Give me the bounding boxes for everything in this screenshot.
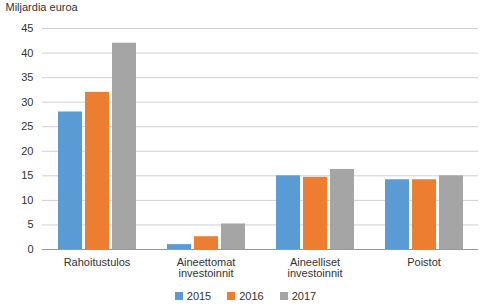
svg-text:45: 45 <box>21 22 33 34</box>
svg-text:25: 25 <box>21 120 33 132</box>
svg-text:Rahoitustulos: Rahoitustulos <box>64 256 131 268</box>
svg-text:Poistot: Poistot <box>407 256 441 268</box>
svg-text:10: 10 <box>21 194 33 206</box>
html-text:2017: 2017 <box>291 290 317 302</box>
svg-text:Aineellisetinvestoinnit: Aineellisetinvestoinnit <box>287 256 342 279</box>
html-text:2016: 2016 <box>239 290 264 302</box>
html-text:2015: 2015 <box>186 290 212 302</box>
svg-text:30: 30 <box>21 96 33 108</box>
svg-text:0: 0 <box>27 243 33 255</box>
svg-text:5: 5 <box>27 218 33 230</box>
svg-text:15: 15 <box>21 169 33 181</box>
svg-text:40: 40 <box>21 47 33 59</box>
svg-text:Miljardia euroa: Miljardia euroa <box>6 1 79 13</box>
svg-text:Aineettomatinvestoinnit: Aineettomatinvestoinnit <box>177 256 236 279</box>
svg-text:35: 35 <box>21 71 33 83</box>
svg-text:20: 20 <box>21 145 33 157</box>
